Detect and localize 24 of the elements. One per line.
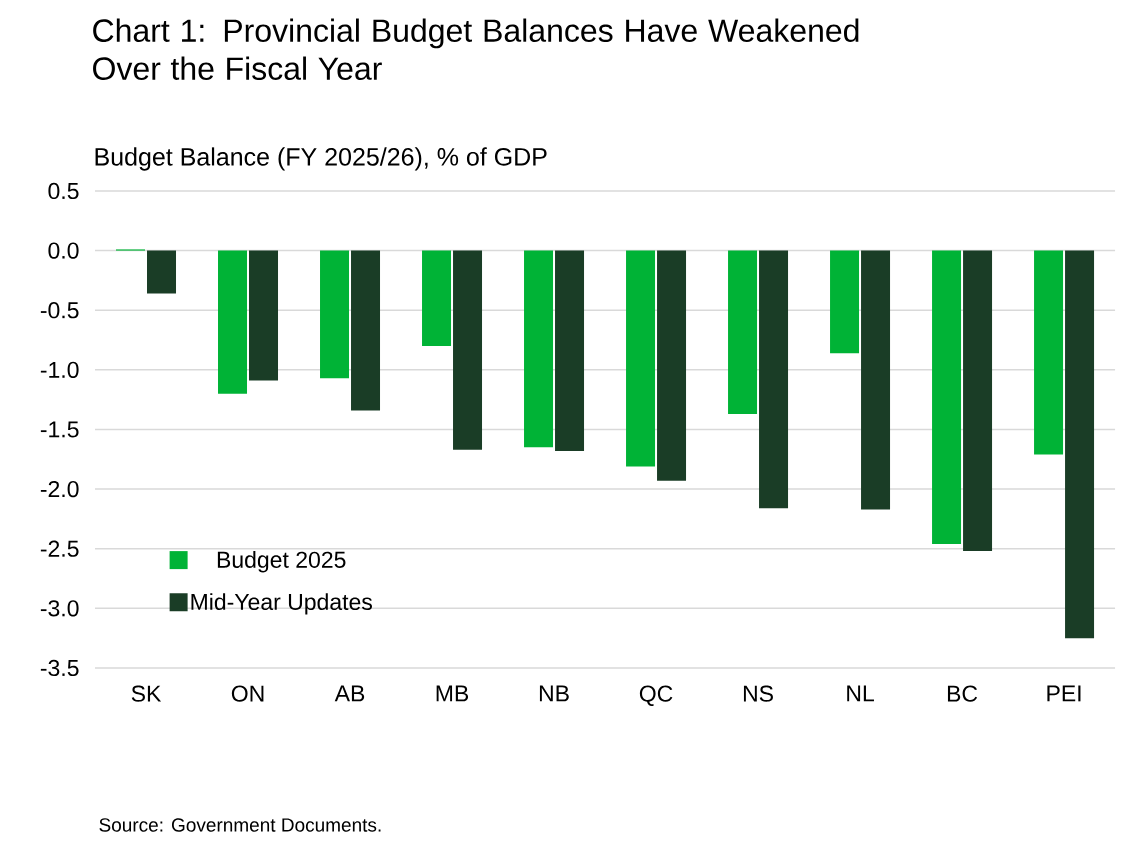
legend-label: Mid-Year Updates <box>191 593 372 615</box>
y-tick-label: -2.0 <box>40 480 79 498</box>
y-tick-label: -3.5 <box>40 659 79 677</box>
x-tick-label: NS <box>743 685 773 702</box>
source-note: Source: Government Documents. <box>99 818 381 832</box>
x-tick-label: ON <box>231 685 264 702</box>
x-tick-label: MB <box>436 685 469 702</box>
y-tick-label: -2.5 <box>40 540 79 557</box>
y-tick-label: 0.5 <box>48 182 79 200</box>
x-tick-label: NB <box>539 685 569 702</box>
y-tick-label: 0.0 <box>48 242 79 259</box>
y-tick-label: -1.0 <box>40 361 79 378</box>
chart-title: Chart 1: Provincial Budget Balances Have Weakened Over the Fiscal Year <box>93 18 859 81</box>
y-axis-title: Budget Balance (FY 2025/26), % of GDP <box>95 147 547 171</box>
x-tick-label: SK <box>131 685 162 702</box>
y-tick-label: -0.5 <box>40 302 79 319</box>
y-tick-label: -1.5 <box>40 421 79 438</box>
legend-label: Budget 2025 <box>217 551 346 573</box>
y-tick-label: -3.0 <box>40 600 79 617</box>
x-tick-label: AB <box>334 685 365 702</box>
x-tick-label: BC <box>947 685 978 702</box>
x-tick-label: PEI <box>1047 685 1081 702</box>
x-tick-label: QC <box>639 685 673 706</box>
x-tick-label: NL <box>847 685 874 702</box>
